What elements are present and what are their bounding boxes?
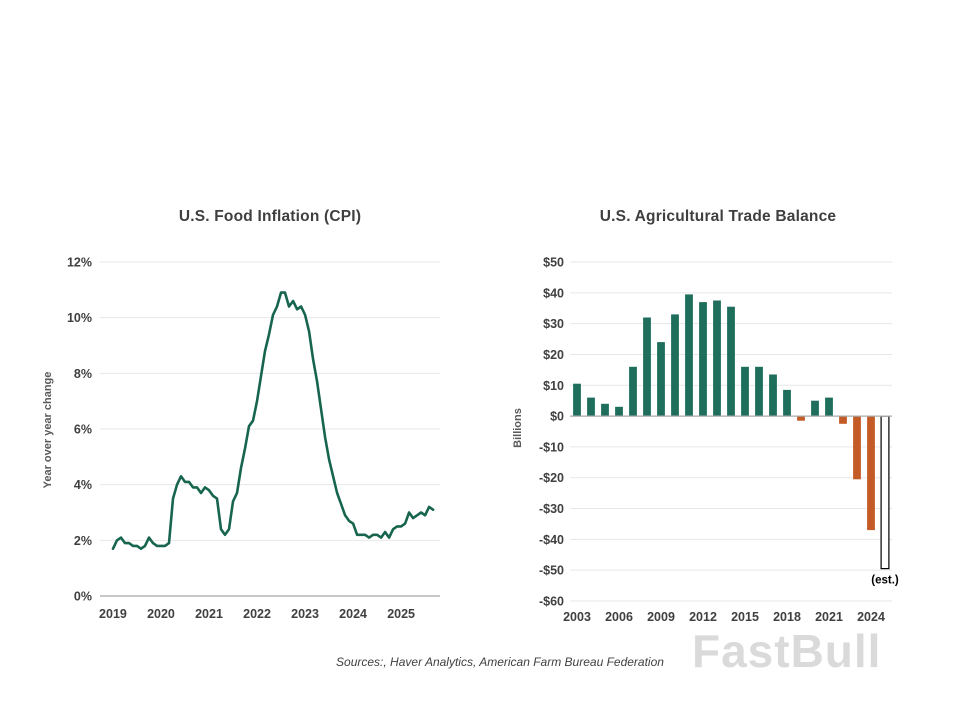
svg-text:2025: 2025 [387,607,415,621]
ag-trade-balance-chart-title: U.S. Agricultural Trade Balance [599,208,837,225]
svg-text:-$10: -$10 [539,440,564,454]
source-note: Sources:, Haver Analytics, American Farm… [336,655,664,669]
svg-text:2021: 2021 [195,607,223,621]
svg-text:2024: 2024 [857,610,885,624]
svg-text:2018: 2018 [773,610,801,624]
food-inflation-chart-title: U.S. Food Inflation (CPI) [178,208,362,225]
svg-text:-$40: -$40 [539,533,564,547]
svg-text:$50: $50 [543,256,564,270]
svg-text:$10: $10 [543,379,564,393]
svg-text:-$50: -$50 [539,564,564,578]
svg-text:$20: $20 [543,348,564,362]
svg-text:2006: 2006 [605,610,633,624]
ag-trade-balance-y-axis-title: Billions [512,408,524,448]
svg-text:$40: $40 [543,286,564,300]
svg-text:2023: 2023 [291,607,319,621]
svg-text:2009: 2009 [647,610,675,624]
svg-text:$30: $30 [543,317,564,331]
ag-trade-balance-bar-plot: $50 $40 $30 $20 $10 $0 -$10 -$20 -$30 -$40 -$50 -$6… [539,256,899,625]
food-inflation-y-axis-title: Year over year change [42,371,54,489]
svg-text:6%: 6% [74,423,92,437]
svg-text:4%: 4% [74,478,92,492]
food-inflation-line-plot: 0% 2% 4% 6% 8% 10% 12% 2019 2020 2021 2022 2023 2024… [67,256,440,621]
svg-text:-$20: -$20 [539,471,564,485]
svg-text:10%: 10% [67,311,92,325]
svg-text:2012: 2012 [689,610,717,624]
svg-text:8%: 8% [74,367,92,381]
svg-text:2021: 2021 [815,610,843,624]
svg-text:-$60: -$60 [539,595,564,609]
svg-text:2024: 2024 [339,607,367,621]
fastbull-watermark: FastBull [692,625,882,677]
svg-text:2022: 2022 [243,607,271,621]
svg-text:2019: 2019 [99,607,127,621]
svg-text:-$30: -$30 [539,502,564,516]
svg-text:12%: 12% [67,256,92,270]
svg-text:$0: $0 [550,410,564,424]
svg-text:2003: 2003 [563,610,591,624]
svg-text:0%: 0% [74,590,92,604]
svg-text:2020: 2020 [147,607,175,621]
svg-text:2%: 2% [74,534,92,548]
svg-text:(est.): (est.) [871,574,899,586]
svg-text:2015: 2015 [731,610,759,624]
